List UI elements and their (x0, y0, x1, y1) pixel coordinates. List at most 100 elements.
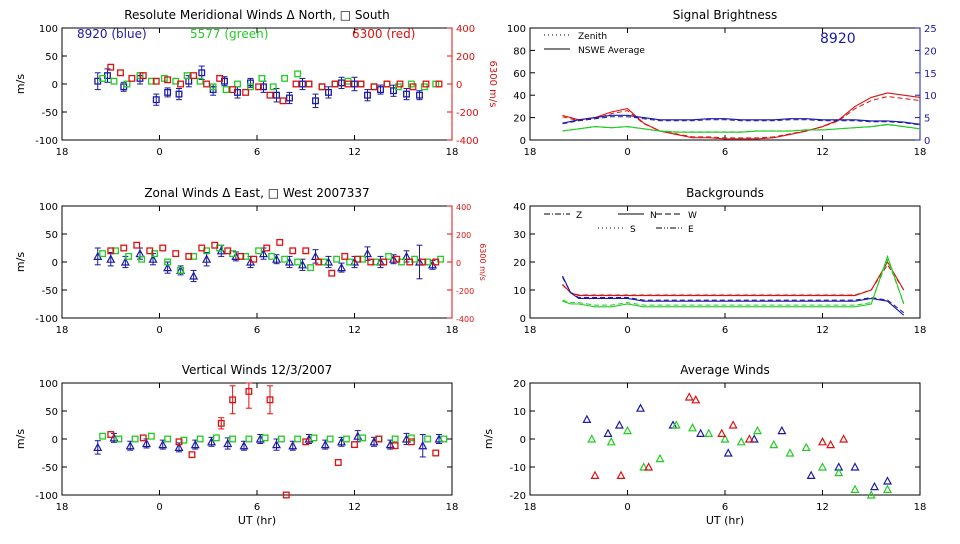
data-point (175, 90, 183, 98)
x-tick-label: 0 (156, 147, 162, 158)
data-point (370, 83, 378, 91)
data-point (396, 80, 404, 88)
legend-label: S (630, 225, 636, 235)
data-point (250, 255, 258, 263)
chart-title: Signal Brightness (673, 8, 778, 22)
data-point (273, 91, 280, 99)
data-point (288, 440, 298, 450)
data-point (635, 403, 646, 412)
series-5577 (99, 432, 448, 444)
legend-text: 6300 (red) (352, 27, 415, 41)
data-point (164, 435, 172, 443)
x-tick-label: 6 (254, 147, 260, 158)
data-point (367, 258, 375, 266)
data-point (282, 491, 290, 499)
data-point (106, 254, 116, 263)
data-point (582, 414, 592, 423)
data-point (305, 80, 313, 88)
data-point (383, 80, 391, 88)
series-line-green-alt (562, 258, 905, 306)
series-line-red-alt (562, 96, 921, 139)
y-tick-label: 50 (45, 407, 58, 418)
x-tick-label: 12 (348, 147, 361, 158)
y-tick-label-right: -200 (456, 108, 479, 119)
data-point (196, 77, 204, 85)
data-point (147, 432, 155, 440)
data-point (328, 269, 336, 277)
y-tick-label: -20 (510, 491, 526, 502)
data-point (338, 79, 345, 87)
y-tick-label: 80 (513, 46, 526, 57)
data-point (177, 80, 185, 88)
data-point (202, 254, 212, 263)
data-point (616, 470, 626, 479)
x-tick-label: 18 (446, 502, 459, 513)
data-point (320, 439, 330, 449)
data-point (882, 476, 893, 485)
data-point (603, 428, 613, 437)
data-point (687, 423, 698, 432)
data-point (866, 490, 876, 499)
series-blue (582, 403, 893, 491)
data-point (247, 79, 254, 87)
data-point (749, 434, 759, 443)
x-tick-label: 6 (722, 325, 728, 336)
data-point (209, 83, 217, 91)
data-point (302, 438, 310, 446)
data-point (152, 77, 160, 85)
y-tick-label: 20 (513, 114, 526, 125)
data-point (357, 80, 365, 88)
data-point (723, 448, 733, 457)
data-point (183, 72, 191, 80)
chart-panel-6: Average Winds 18 0 6 12 18 20 10 0 -10 -20 m/s UT (h… (482, 363, 926, 527)
y-tick-label: -50 (42, 286, 58, 297)
data-point (177, 266, 185, 274)
y-tick-label-right: 20 (924, 46, 937, 57)
data-point (190, 252, 198, 260)
y-tick-label: 50 (45, 230, 58, 241)
y-tick-label-right: -400 (456, 136, 479, 147)
data-point (203, 80, 211, 88)
data-point (180, 436, 188, 444)
data-point (99, 74, 107, 82)
y-tick-label: 0 (520, 136, 526, 147)
data-point (305, 80, 313, 88)
data-point (174, 442, 184, 451)
data-point (107, 247, 115, 255)
data-point (424, 435, 432, 443)
series-6300 (107, 238, 440, 277)
data-point (364, 91, 371, 99)
y-axis-label: m/s (482, 429, 495, 449)
data-point (141, 438, 152, 448)
data-point (242, 252, 250, 260)
y-tick-label: -100 (35, 136, 58, 147)
data-point (777, 425, 787, 435)
data-point (362, 248, 373, 258)
data-point (107, 63, 115, 71)
y-tick-label: 0 (520, 435, 526, 446)
data-point (696, 428, 706, 437)
data-point (188, 451, 196, 459)
y-tick-label: 100 (39, 24, 58, 35)
x-tick-label: 0 (624, 502, 630, 513)
legend-label: Zenith (578, 32, 607, 42)
chart-panel-3: Vertical Winds 12/3/2007 18 0 6 12 18 100 50 0 -5… (14, 363, 458, 527)
data-point (125, 440, 135, 450)
data-point (850, 462, 860, 471)
data-point (302, 247, 310, 255)
y-axis-label: m/s (14, 429, 27, 449)
data-point (175, 438, 183, 446)
data-point (247, 83, 254, 91)
data-point (206, 437, 217, 446)
y-tick-label: 50 (45, 52, 58, 63)
data-point (407, 434, 415, 442)
data-point (882, 484, 893, 493)
data-point (229, 435, 237, 443)
data-point (115, 435, 123, 443)
data-point (318, 83, 326, 91)
data-point (212, 434, 220, 442)
data-point (606, 437, 616, 446)
data-point (310, 434, 318, 442)
x-tick-label: 18 (524, 502, 537, 513)
